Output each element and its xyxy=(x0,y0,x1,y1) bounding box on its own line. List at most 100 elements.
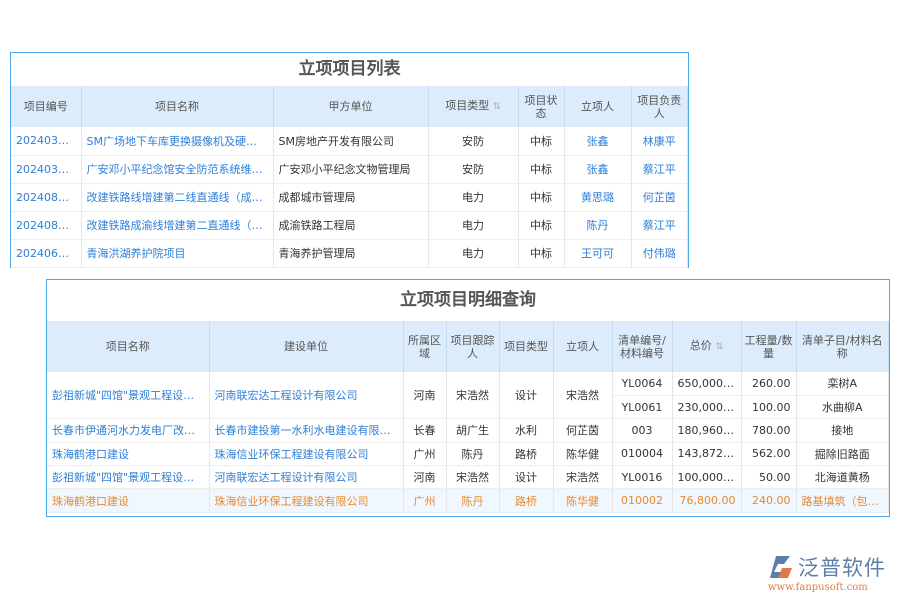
table-cell: 设计 xyxy=(499,465,554,490)
table-cell[interactable]: 付伟璐 xyxy=(631,239,688,268)
table-cell[interactable]: 王可可 xyxy=(564,239,632,268)
column-header[interactable]: 总价 ⇅ xyxy=(672,321,742,372)
table-cell[interactable]: 长春市建投第一水利水电建设有限公司 xyxy=(209,418,404,443)
table-cell[interactable]: 广安邓小平纪念馆安全防范系统维护... xyxy=(81,155,274,184)
table-cell: 230,000.... xyxy=(672,395,742,420)
column-header-label: 项目负责人 xyxy=(637,93,682,120)
table-cell[interactable]: 河南联宏达工程设计有限公司 xyxy=(209,465,404,490)
table-cell: 河南 xyxy=(403,465,447,490)
table-cell: 010002 xyxy=(612,488,673,513)
column-header[interactable]: 所属区域 xyxy=(403,321,447,372)
table-cell: 水利 xyxy=(499,418,554,443)
table-cell: 北海道黄杨 xyxy=(796,465,889,490)
table-cell: 中标 xyxy=(518,183,565,212)
column-header[interactable]: 清单子目/材料名称 xyxy=(796,321,889,372)
table-row[interactable]: 珠海鹤港口建设 珠海信业环保工程建设有限公司 广州 陈丹 路桥 陈华健 010004 143,… xyxy=(47,442,889,467)
table-row[interactable]: 2024030002 SM广场地下车库更换摄像机及硬盘项目 SM房地产开发有限公司安… xyxy=(11,127,688,156)
column-header-label: 项目编号 xyxy=(23,100,68,113)
table-cell: 180,960.... xyxy=(672,418,742,443)
table-cell[interactable]: 张鑫 xyxy=(564,127,632,156)
table-row[interactable]: 彭祖新城"四馆"景观工程设计项目 河南联宏达工程设计有限公司 河南 宋浩然 设计 宋浩然 Y… xyxy=(47,465,889,490)
column-header[interactable]: 项目负责人 xyxy=(631,86,688,127)
table-cell: 设计 xyxy=(499,372,554,420)
table-row[interactable]: YL0061 230,000.... 100.00 水曲柳A xyxy=(47,395,889,420)
table-cell[interactable]: 长春市伊通河水力发电厂改建工程 xyxy=(47,418,210,443)
table-cell[interactable]: 2024060001 xyxy=(11,239,82,268)
column-header[interactable]: 项目状态 xyxy=(518,86,565,127)
table-row[interactable]: 珠海鹤港口建设 珠海信业环保工程建设有限公司 广州 陈丹 路桥 陈华健 010002 76,8… xyxy=(47,488,889,513)
table-cell[interactable]: 2024080005 xyxy=(11,211,82,240)
column-header-label: 所属区域 xyxy=(408,333,441,360)
table-cell[interactable]: 2024080006 xyxy=(11,183,82,212)
table-row[interactable]: 2024080006 改建铁路线增建第二线直通线（成都-... 成都城市管理局 电力中… xyxy=(11,183,688,212)
table-cell[interactable]: 青海洪湖养护院项目 xyxy=(81,239,274,268)
table-cell: 240.00 xyxy=(741,488,797,513)
table-cell: 广州 xyxy=(403,488,447,513)
column-header[interactable]: 立项人 xyxy=(553,321,613,372)
table-cell[interactable]: SM广场地下车库更换摄像机及硬盘项目 xyxy=(81,127,274,156)
table-cell[interactable]: 何芷茵 xyxy=(631,183,688,212)
column-header-label: 项目类型 xyxy=(445,99,490,112)
table-cell: 长春 xyxy=(403,418,447,443)
table-cell[interactable]: 珠海信业环保工程建设有限公司 xyxy=(209,488,404,513)
table-cell: 宋浩然 xyxy=(553,372,613,420)
table-cell: 100,000.... xyxy=(672,465,742,490)
table-cell: 陈丹 xyxy=(446,442,500,467)
column-header[interactable]: 建设单位 xyxy=(209,321,404,372)
column-header[interactable]: 项目类型 ⇅ xyxy=(428,86,519,127)
table-cell[interactable]: 2024030002 xyxy=(11,127,82,156)
sort-icon[interactable]: ⇅ xyxy=(715,342,724,352)
table-cell[interactable]: 黄思璐 xyxy=(564,183,632,212)
panel-title: 立项项目明细查询 xyxy=(400,290,536,310)
table-cell: 路基填筑（包括... xyxy=(796,488,889,513)
logo-icon xyxy=(770,556,792,578)
table-cell: 陈丹 xyxy=(446,488,500,513)
column-header-label: 项目跟踪人 xyxy=(450,333,495,360)
column-header-label: 总价 xyxy=(689,339,712,352)
column-header-label: 立项人 xyxy=(566,340,599,353)
table-cell[interactable]: 改建铁路线增建第二线直通线（成都-... xyxy=(81,183,274,212)
table-cell: 何芷茵 xyxy=(553,418,613,443)
table-cell: 76,800.00 xyxy=(672,488,742,513)
table-row[interactable]: 2024060001 青海洪湖养护院项目 青海养护管理局 电力 中标 王可可 付伟璐 xyxy=(11,239,688,268)
table-cell: 50.00 xyxy=(741,465,797,490)
table-cell[interactable]: 林康平 xyxy=(631,127,688,156)
column-header[interactable]: 项目名称 xyxy=(47,321,210,372)
table-cell[interactable]: 蔡江平 xyxy=(631,211,688,240)
column-header[interactable]: 立项人 xyxy=(564,86,632,127)
project-detail-panel: 立项项目明细查询 项目名称 建设单位 所属区域 项目跟踪人 项目类型 立项人 清单编号/材料… xyxy=(46,279,890,517)
table-cell[interactable]: 河南联宏达工程设计有限公司 xyxy=(209,372,404,420)
table-row[interactable]: 2024030007 广安邓小平纪念馆安全防范系统维护... 广安邓小平纪念文物管理… xyxy=(11,155,688,184)
column-header[interactable]: 清单编号/材料编号 xyxy=(612,321,673,372)
column-header-label: 项目名称 xyxy=(105,340,150,353)
table-row[interactable]: 2024080005 改建铁路成渝线增建第二直通线（成... 成渝铁路工程局 电力 中标… xyxy=(11,211,688,240)
table-cell[interactable]: 珠海鹤港口建设 xyxy=(47,442,210,467)
table-cell[interactable]: 珠海信业环保工程建设有限公司 xyxy=(209,442,404,467)
table-cell: 780.00 xyxy=(741,418,797,443)
table-cell[interactable]: 蔡江平 xyxy=(631,155,688,184)
column-header[interactable]: 甲方单位 xyxy=(273,86,429,127)
table-cell: YL0064 xyxy=(612,372,673,396)
column-header[interactable]: 工程量/数量 xyxy=(741,321,797,372)
table-cell: 宋浩然 xyxy=(446,465,500,490)
column-header-label: 项目状态 xyxy=(524,93,558,120)
table-cell[interactable]: 彭祖新城"四馆"景观工程设计项目 xyxy=(47,465,210,490)
table-row[interactable]: 彭祖新城"四馆"景观工程设计项目 河南联宏达工程设计有限公司 河南 宋浩然 设计 宋浩然 Y… xyxy=(47,372,889,420)
table-cell[interactable]: 陈丹 xyxy=(564,211,632,240)
project-list-panel: 立项项目列表 项目编号 项目名称 甲方单位 项目类型 ⇅ 项目状态 立项人 项目负责人 202… xyxy=(10,52,689,268)
table-cell[interactable]: 2024030007 xyxy=(11,155,82,184)
table-cell[interactable]: 张鑫 xyxy=(564,155,632,184)
table-cell: 陈华健 xyxy=(553,488,613,513)
table-cell[interactable]: 珠海鹤港口建设 xyxy=(47,488,210,513)
table-row[interactable]: 长春市伊通河水力发电厂改建工程 长春市建投第一水利水电建设有限公司 长春 胡广生 水利何… xyxy=(47,418,889,443)
table-cell[interactable]: 改建铁路成渝线增建第二直通线（成... xyxy=(81,211,274,240)
column-header[interactable]: 项目类型 xyxy=(499,321,554,372)
table-cell[interactable]: 彭祖新城"四馆"景观工程设计项目 xyxy=(47,372,210,420)
sort-icon[interactable]: ⇅ xyxy=(493,102,501,112)
column-header[interactable]: 项目编号 xyxy=(11,86,82,127)
table-cell: 010004 xyxy=(612,442,673,467)
column-header-label: 立项人 xyxy=(581,100,614,113)
column-header[interactable]: 项目跟踪人 xyxy=(446,321,500,372)
column-header-label: 建设单位 xyxy=(284,340,328,353)
column-header[interactable]: 项目名称 xyxy=(81,86,274,127)
